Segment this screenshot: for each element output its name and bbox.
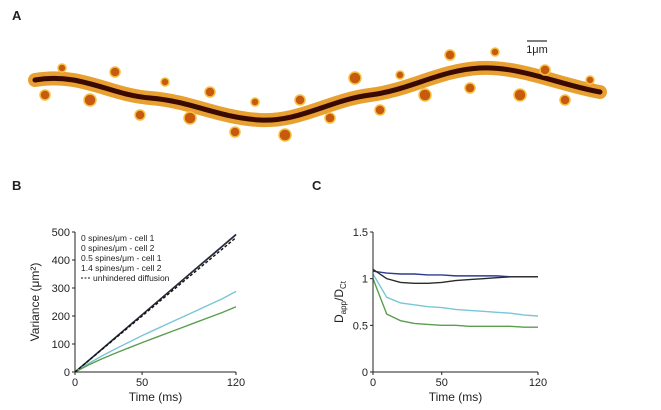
x-tick-label: 50: [436, 377, 448, 389]
x-tick-label: 0: [370, 377, 376, 389]
y-tick-label: 0: [64, 367, 70, 379]
y-axis-label: Dapp/DCt: [332, 280, 348, 323]
y-tick-label: 1: [362, 274, 368, 286]
y-tick-label: 200: [52, 311, 70, 323]
data-line: [372, 273, 539, 317]
legend-entry: 0 spines/μm - cell 1: [81, 233, 155, 243]
y-tick-label: 0.5: [353, 320, 368, 332]
panel-label: A: [12, 8, 22, 23]
y-axis-label-part: Ct: [339, 280, 348, 289]
legend-entry: unhindered diffusion: [93, 273, 170, 283]
y-tick-label: 500: [52, 227, 70, 239]
scale-bar-label: 1μm: [526, 44, 548, 56]
data-line: [74, 290, 237, 373]
y-axis-label: Variance (μm²): [28, 263, 42, 342]
dendrite-image: [28, 40, 607, 142]
y-axis-label-part: /D: [332, 289, 346, 301]
y-tick-label: 100: [52, 339, 70, 351]
data-line: [372, 278, 538, 328]
legend-entry: 1.4 spines/μm - cell 2: [81, 263, 162, 273]
y-tick-label: 400: [52, 255, 70, 267]
data-line: [372, 270, 538, 278]
data-line: [372, 268, 538, 285]
panel-label: B: [12, 178, 21, 193]
panel-label: C: [312, 178, 322, 193]
x-axis-label: Time (ms): [429, 390, 483, 404]
legend-entry: 0.5 spines/μm - cell 1: [81, 253, 162, 263]
y-tick-label: 300: [52, 283, 70, 295]
x-tick-label: 50: [136, 377, 148, 389]
y-tick-label: 0: [362, 367, 368, 379]
legend-entry: 0 spines/μm - cell 2: [81, 243, 155, 253]
x-tick-label: 0: [72, 377, 78, 389]
y-axis-label-part: app: [339, 300, 348, 314]
data-line: [74, 306, 237, 373]
x-axis-label: Time (ms): [129, 390, 183, 404]
x-tick-label: 120: [227, 377, 245, 389]
x-tick-label: 120: [529, 377, 547, 389]
y-axis-label-part: D: [332, 314, 346, 323]
y-tick-label: 1.5: [353, 227, 368, 239]
